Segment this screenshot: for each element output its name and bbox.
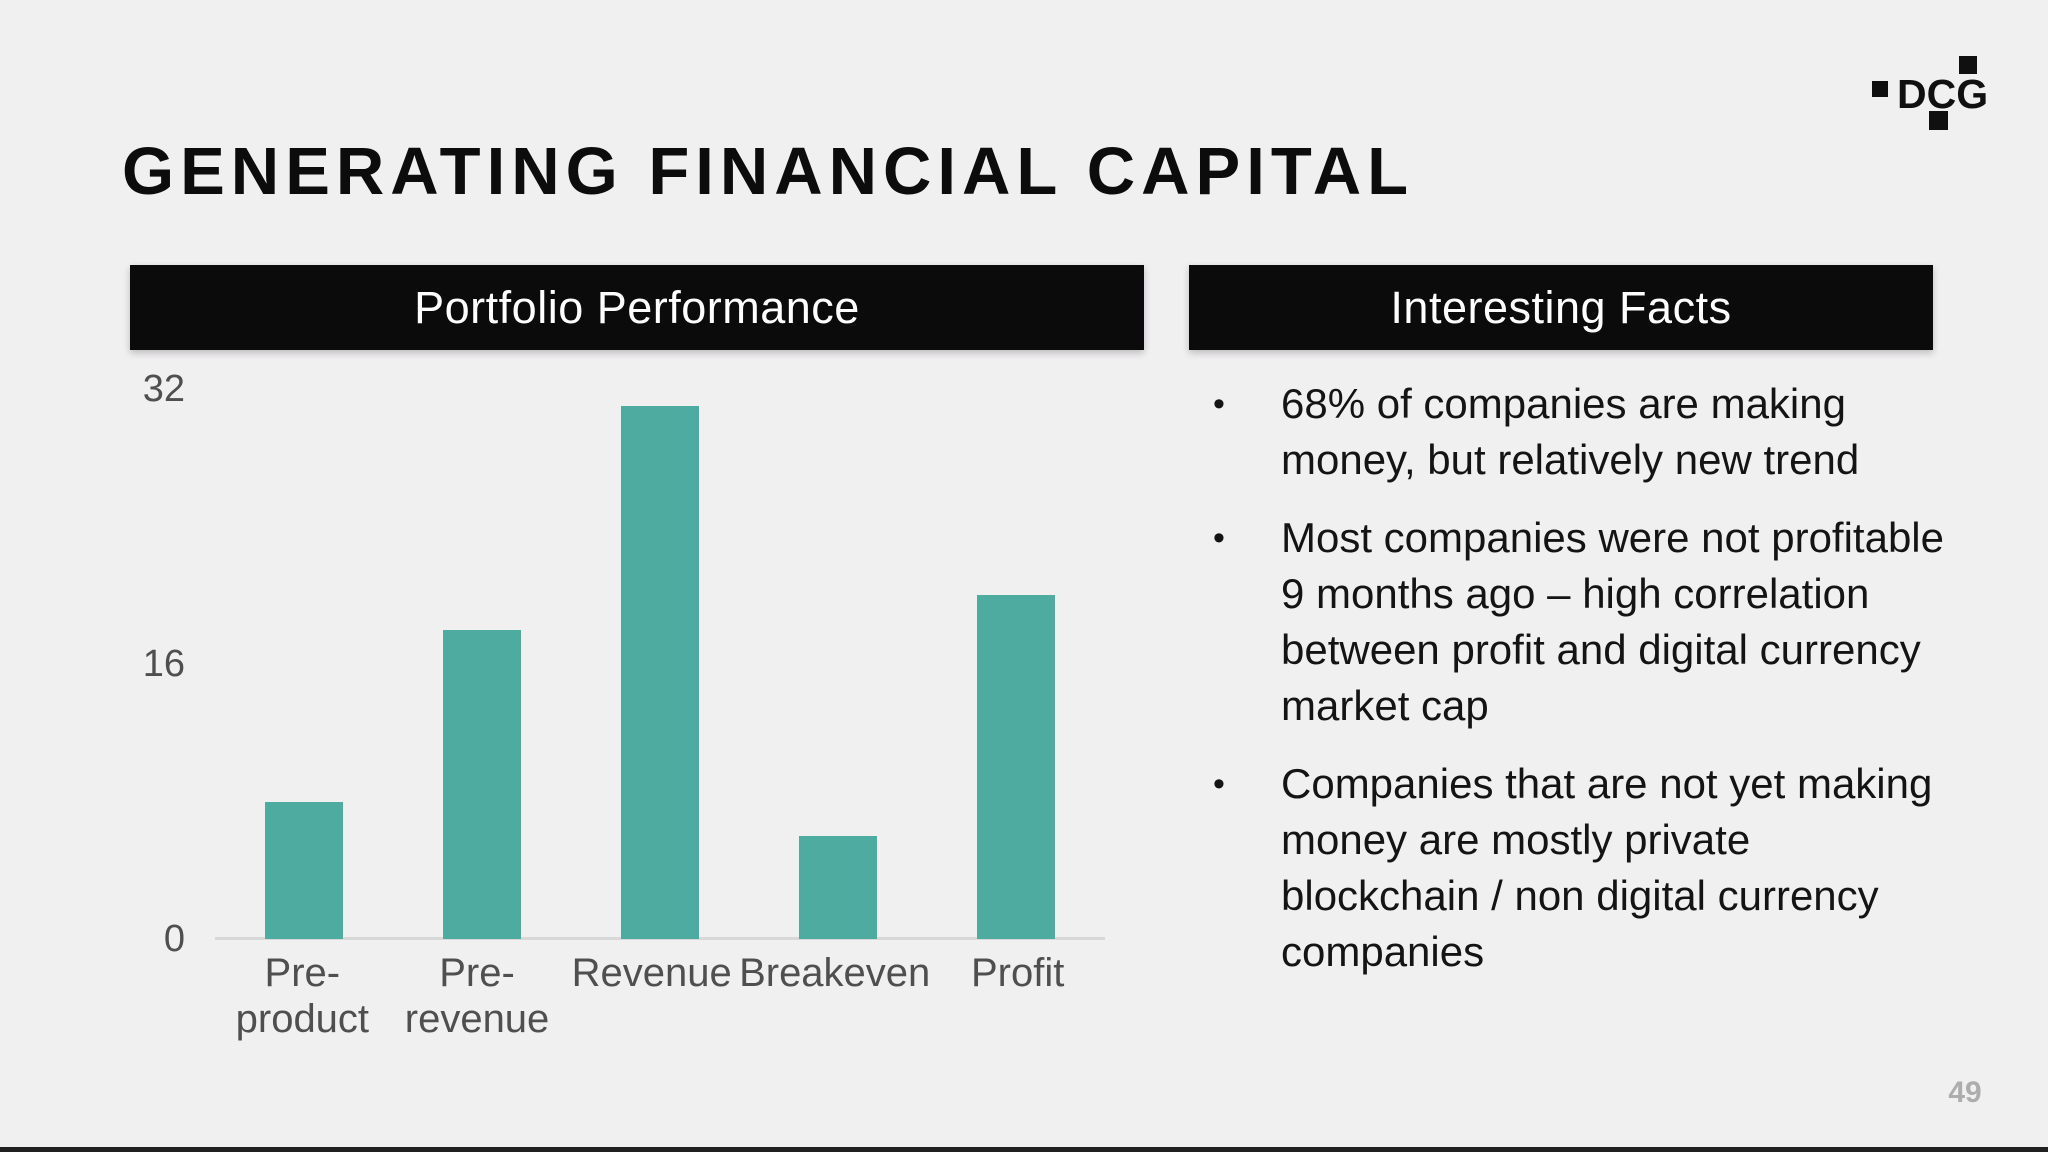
- y-tick-label: 0: [163, 918, 185, 960]
- portfolio-performance-header-label: Portfolio Performance: [414, 281, 860, 333]
- y-tick-label: 16: [142, 643, 185, 685]
- fact-text: Most companies were not profitable 9 mon…: [1281, 514, 1944, 729]
- bullet-dot-icon: •: [1213, 519, 1225, 557]
- bar-breakeven: [799, 835, 877, 939]
- slide-title: GENERATING FINANCIAL CAPITAL: [122, 133, 1415, 209]
- fact-item: • Companies that are not yet making money…: [1205, 756, 1953, 980]
- dcg-logo: DCG: [1868, 52, 2000, 138]
- bar-slot: [927, 389, 1105, 939]
- category-row: Pre-product Pre-revenue Revenue Breakeven Pr…: [215, 950, 1105, 1042]
- fact-text: Companies that are not yet making money …: [1281, 760, 1933, 975]
- interesting-facts-header-label: Interesting Facts: [1390, 281, 1732, 333]
- logo-square-bottom-icon: [1929, 111, 1948, 130]
- y-axis-ticks: 0 16 32: [118, 370, 185, 958]
- logo-text: DCG: [1897, 71, 1989, 117]
- fact-text: 68% of companies are making money, but r…: [1281, 380, 1860, 483]
- bar-revenue: [621, 406, 699, 939]
- bar-area: [215, 389, 1105, 939]
- facts-list: • 68% of companies are making money, but …: [1205, 376, 1953, 1002]
- bar-slot: [571, 389, 749, 939]
- logo-square-left-icon: [1872, 81, 1888, 97]
- bar-slot: [215, 389, 393, 939]
- bar-pre-revenue: [443, 629, 521, 939]
- category-label: Profit: [970, 951, 1065, 995]
- bar-slot: [393, 389, 571, 939]
- y-tick-label: 32: [142, 368, 185, 410]
- bar-slot: [749, 389, 927, 939]
- bar-profit: [977, 595, 1055, 939]
- portfolio-performance-header: Portfolio Performance: [130, 265, 1144, 350]
- category-label: Breakeven: [739, 951, 931, 995]
- logo-square-top-icon: [1959, 56, 1977, 74]
- bottom-edge-strip: [0, 1147, 2048, 1152]
- bullet-dot-icon: •: [1213, 765, 1225, 803]
- category-label: Pre-product: [235, 951, 370, 1041]
- bar-pre-product: [265, 801, 343, 939]
- fact-item: • 68% of companies are making money, but …: [1205, 376, 1953, 488]
- category-label: Revenue: [571, 951, 732, 995]
- page-number: 49: [1948, 1076, 1982, 1109]
- interesting-facts-header: Interesting Facts: [1189, 265, 1933, 350]
- bullet-dot-icon: •: [1213, 385, 1225, 423]
- category-label: Pre-revenue: [404, 951, 550, 1041]
- fact-item: • Most companies were not profitable 9 mo…: [1205, 510, 1953, 734]
